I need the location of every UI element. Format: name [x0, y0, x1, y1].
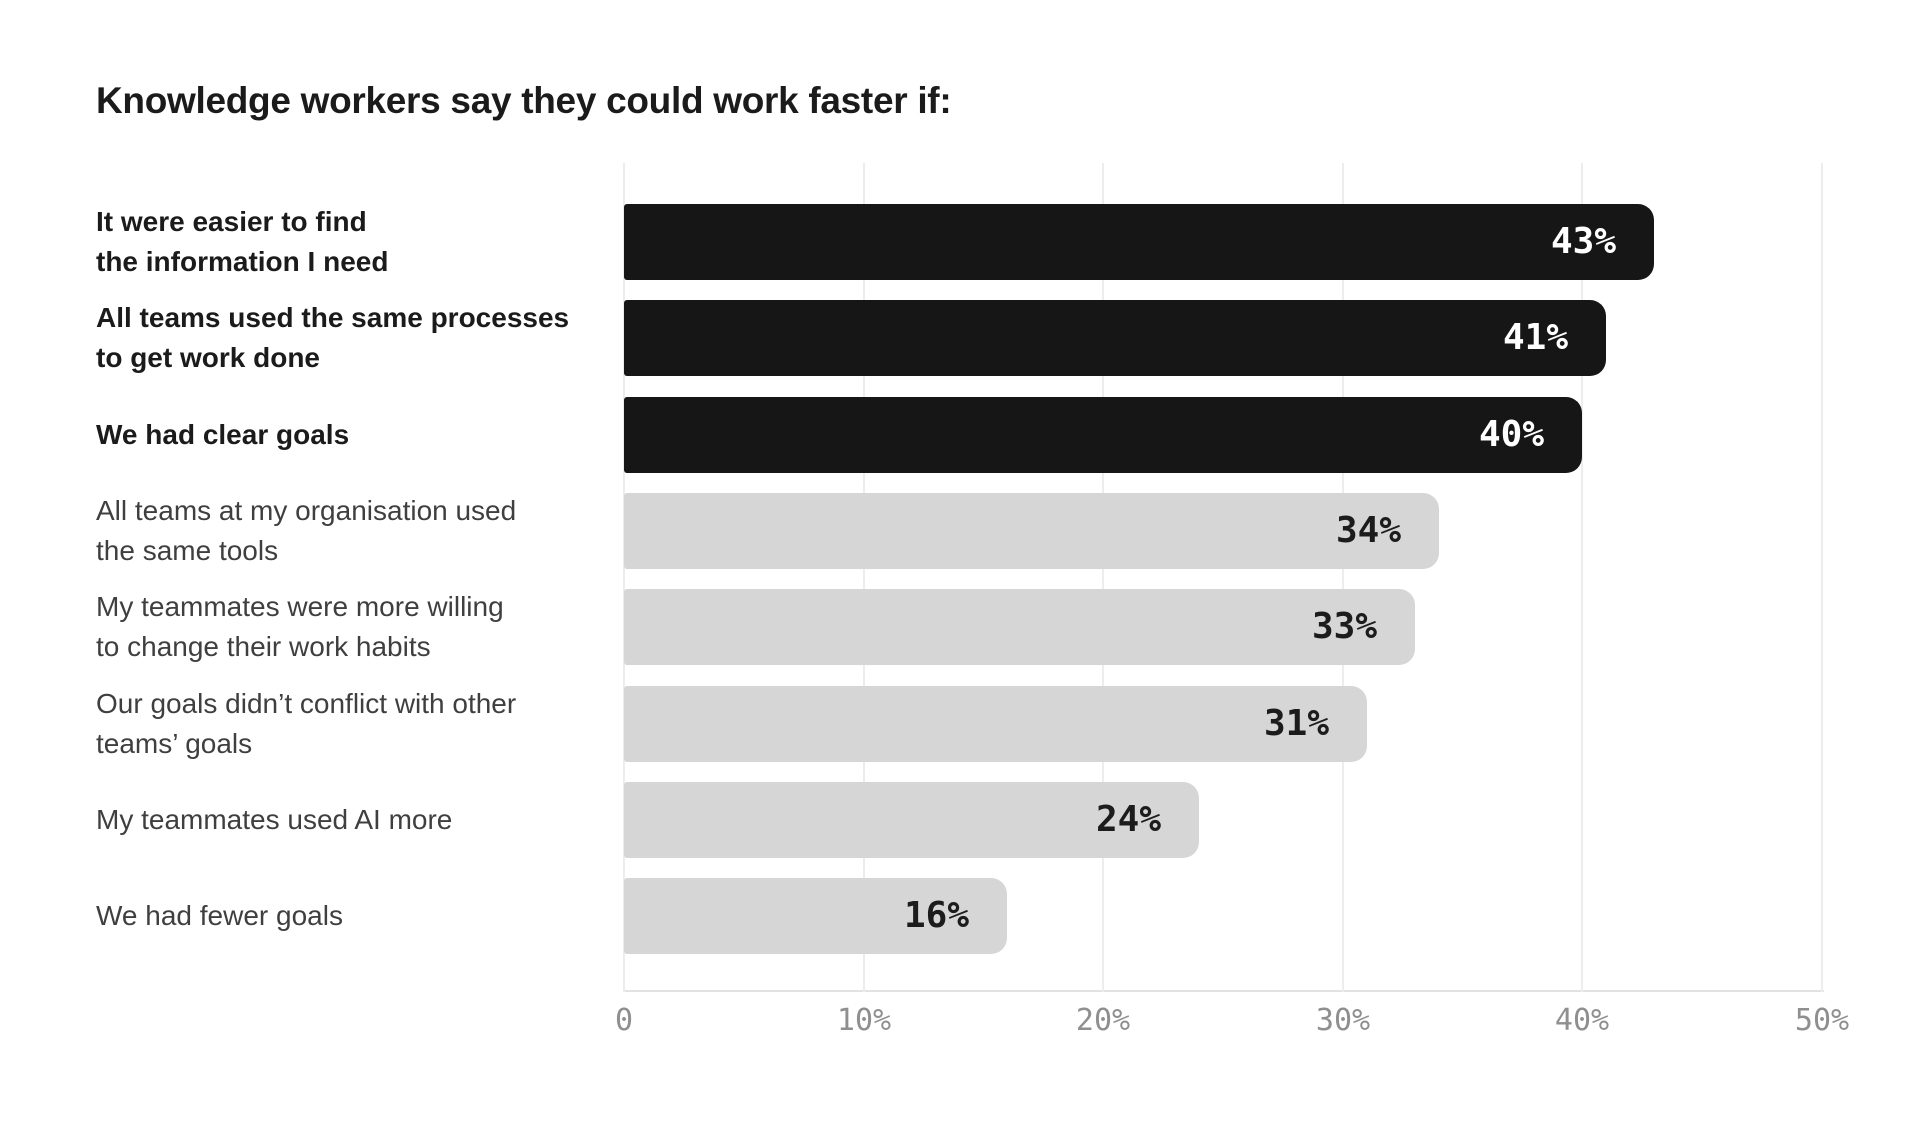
bar-value-label: 34% [1335, 510, 1401, 551]
category-label: It were easier to find the information I… [96, 206, 389, 277]
x-axis-tick-label: 40% [1554, 1003, 1610, 1038]
chart-row: We had clear goals 40% [0, 397, 1920, 473]
bar-value-label: 24% [1095, 799, 1161, 840]
x-axis-tick-label: 50% [1794, 1003, 1850, 1038]
chart-row: We had fewer goals 16% [0, 878, 1920, 954]
x-axis-tick-label: 0 [614, 1003, 634, 1038]
bar: 31% [624, 686, 1367, 762]
category-label: My teammates used AI more [96, 804, 453, 835]
bar-value-label: 31% [1263, 703, 1329, 744]
category-label: We had fewer goals [96, 900, 343, 931]
gridline [1342, 163, 1344, 992]
gridline [863, 163, 865, 992]
chart-row: All teams used the same processes to get… [0, 300, 1920, 376]
gridline [1821, 163, 1823, 992]
bar-value-label: 16% [903, 895, 969, 936]
x-axis-tick-label: 20% [1075, 1003, 1131, 1038]
bar-value-label: 41% [1502, 317, 1568, 358]
chart-row: My teammates were more willing to change… [0, 589, 1920, 665]
category-label: My teammates were more willing to change… [96, 591, 504, 662]
bar: 33% [624, 589, 1415, 665]
x-axis-line [624, 990, 1824, 992]
category-label: All teams used the same processes to get… [96, 302, 570, 373]
x-axis-tick-label: 30% [1315, 1003, 1371, 1038]
bar-value-label: 40% [1478, 414, 1544, 455]
gridline [1102, 163, 1104, 992]
bar: 16% [624, 878, 1007, 954]
bar: 24% [624, 782, 1199, 858]
bar: 43% [624, 204, 1654, 280]
category-label: All teams at my organisation used the sa… [96, 495, 517, 566]
category-label: Our goals didn’t conflict with other tea… [96, 688, 517, 759]
chart-title: Knowledge workers say they could work fa… [96, 80, 952, 121]
x-axis-tick-label: 10% [836, 1003, 892, 1038]
bar: 40% [624, 397, 1582, 473]
chart-row: My teammates used AI more 24% [0, 782, 1920, 858]
chart-row: All teams at my organisation used the sa… [0, 493, 1920, 569]
bar: 34% [624, 493, 1439, 569]
gridline [1581, 163, 1583, 992]
chart-row: Our goals didn’t conflict with other tea… [0, 686, 1920, 762]
bar: 41% [624, 300, 1606, 376]
bar-value-label: 33% [1311, 606, 1377, 647]
category-label: We had clear goals [96, 419, 350, 450]
bar-value-label: 43% [1550, 221, 1616, 262]
chart-row: It were easier to find the information I… [0, 204, 1920, 280]
gridline [623, 163, 625, 992]
